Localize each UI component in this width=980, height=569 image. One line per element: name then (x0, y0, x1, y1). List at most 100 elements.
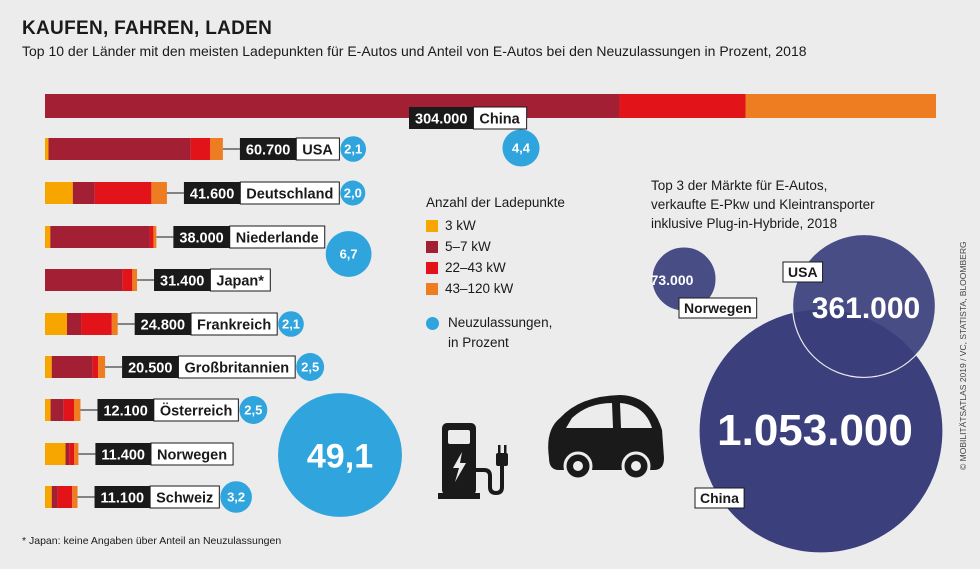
bar-segment-usa-1 (48, 138, 191, 160)
bar-segment-china-3 (745, 94, 936, 118)
footnote: * Japan: keine Angaben über Anteil an Ne… (22, 535, 282, 547)
top3-heading: Top 3 der Märkte für E-Autos, verkaufte … (651, 176, 875, 233)
bar-row-deutschland: 41.600 Deutschland 2,0 (45, 180, 366, 206)
legend-label-43-120kw: 43–120 kW (445, 281, 514, 296)
bar-segment-frankreich-1 (66, 313, 82, 335)
bar-segment-schweiz-0 (45, 486, 52, 508)
share-label-schweiz: 3,2 (227, 490, 245, 505)
legend-label-3kw: 3 kW (445, 218, 476, 233)
legend-swatch-3kw (426, 219, 438, 232)
share-label-frankreich: 2,1 (282, 317, 300, 332)
bar-value-box-niederlande (173, 226, 230, 248)
bar-row-norwegen: 11.400 Norwegen 49,1 (45, 393, 402, 517)
bar-country-usa: USA (302, 143, 333, 159)
bar-row-frankreich: 24.800 Frankreich 2,1 (45, 311, 304, 337)
chart-subtitle: Top 10 der Länder mit den meisten Ladepu… (22, 43, 807, 59)
source-credit: © MOBILITÄTSATLAS 2019 / VC, STATISTA, B… (958, 241, 968, 470)
bar-value-box-frankreich (134, 313, 192, 335)
bar-value-niederlande: 38.000 (179, 231, 223, 247)
market-country-box-usa (782, 261, 824, 283)
bar-country-box-frankreich (190, 312, 278, 336)
bar-country-deutschland: Deutschland (246, 187, 333, 203)
bar-value-box-norwegen (95, 443, 151, 465)
market-bubble-group-usa (791, 233, 937, 379)
bar-value-box-usa (239, 138, 297, 160)
bar-row-china: 304.000 China 4,4 (45, 94, 936, 167)
market-country-china: China (700, 490, 739, 506)
bar-row-schweiz: 11.100 Schweiz 3,2 (45, 481, 252, 513)
share-bubble-grossbritannien (296, 353, 325, 381)
market-country-usa: USA (788, 264, 818, 280)
bar-country-schweiz: Schweiz (156, 491, 213, 507)
legend-dot-share (426, 317, 439, 330)
bar-country-niederlande: Niederlande (236, 231, 319, 247)
bar-value-box-japan (154, 269, 211, 291)
bar-value-oesterreich: 12.100 (103, 404, 147, 420)
market-country-box-norwegen (678, 297, 758, 319)
top3-line-3: inklusive Plug-in-Hybride, 2018 (651, 216, 838, 231)
bar-segment-norwegen-3 (74, 443, 79, 465)
share-bubble-china (502, 129, 540, 167)
bar-segment-frankreich-3 (111, 313, 118, 335)
bar-segment-japan-2 (122, 269, 133, 291)
bar-segment-norwegen-1 (65, 443, 70, 465)
bar-value-norwegen: 11.400 (101, 448, 145, 464)
bar-value-box-deutschland (183, 182, 241, 204)
legend-label-22-43kw: 22–43 kW (445, 260, 506, 275)
bar-segment-deutschland-3 (151, 182, 167, 204)
bar-row-niederlande: 38.000 Niederlande 6,7 (45, 225, 372, 277)
legend-item-5-7kw: 5–7 kW (426, 236, 565, 257)
bar-value-box-china (409, 107, 474, 129)
share-label-niederlande: 6,7 (340, 247, 358, 262)
bar-segment-norwegen-0 (45, 443, 66, 465)
bar-segment-frankreich-0 (45, 313, 67, 335)
chart-title: KAUFEN, FAHREN, LADEN (22, 18, 273, 39)
share-label-usa: 2,1 (344, 142, 362, 157)
share-label-grossbritannien: 2,5 (301, 360, 319, 375)
bar-value-frankreich: 24.800 (141, 318, 185, 334)
bar-segment-frankreich-2 (81, 313, 112, 335)
bar-value-box-grossbritannien (122, 356, 179, 378)
bar-country-box-oesterreich (153, 398, 239, 422)
bar-value-japan: 31.400 (160, 274, 204, 290)
share-bubble-niederlande (325, 231, 372, 277)
bar-segment-schweiz-2 (57, 486, 73, 508)
bar-segment-grossbritannien-3 (98, 356, 106, 378)
bar-segment-grossbritannien-0 (45, 356, 52, 378)
bar-country-frankreich: Frankreich (197, 318, 271, 334)
bar-segment-norwegen-2 (69, 443, 75, 465)
bar-country-japan: Japan* (216, 274, 264, 290)
bar-country-grossbritannien: Großbritannien (184, 361, 289, 377)
bar-country-box-japan (209, 268, 271, 292)
bar-segment-deutschland-2 (94, 182, 152, 204)
bar-value-schweiz: 11.100 (101, 491, 145, 507)
legend-item-43-120kw: 43–120 kW (426, 278, 565, 299)
share-bubble-oesterreich (239, 396, 268, 424)
bar-segment-niederlande-0 (45, 226, 51, 248)
legend-label-5-7kw: 5–7 kW (445, 239, 491, 254)
bar-segment-oesterreich-0 (45, 399, 51, 421)
bar-segment-schweiz-3 (72, 486, 78, 508)
bar-segment-niederlande-3 (153, 226, 157, 248)
bar-segment-oesterreich-3 (74, 399, 81, 421)
legend-share-label-1: Neuzulassungen, (448, 315, 553, 330)
bar-value-usa: 60.700 (246, 143, 290, 159)
bar-segment-niederlande-2 (149, 226, 154, 248)
top3-line-2: verkaufte E-Pkw und Kleintransporter (651, 197, 875, 212)
share-label-deutschland: 2,0 (344, 186, 362, 201)
legend-item-share: Neuzulassungen, in Prozent (426, 313, 565, 353)
bar-value-box-oesterreich (97, 399, 154, 421)
bar-segment-oesterreich-2 (63, 399, 75, 421)
car-icon (548, 395, 664, 481)
bar-segment-usa-2 (190, 138, 211, 160)
bar-country-norwegen: Norwegen (157, 448, 227, 464)
legend-item-22-43kw: 22–43 kW (426, 257, 565, 278)
top3-line-1: Top 3 der Märkte für E-Autos, (651, 178, 828, 193)
market-value-usa: 361.000 (812, 292, 920, 325)
share-bubble-usa (340, 136, 367, 162)
share-bubble-frankreich (278, 311, 304, 337)
bar-segment-schweiz-1 (51, 486, 58, 508)
bar-value-china: 304.000 (415, 112, 467, 128)
bar-row-japan: 31.400 Japan* (45, 268, 271, 292)
market-country-box-china (694, 487, 745, 509)
